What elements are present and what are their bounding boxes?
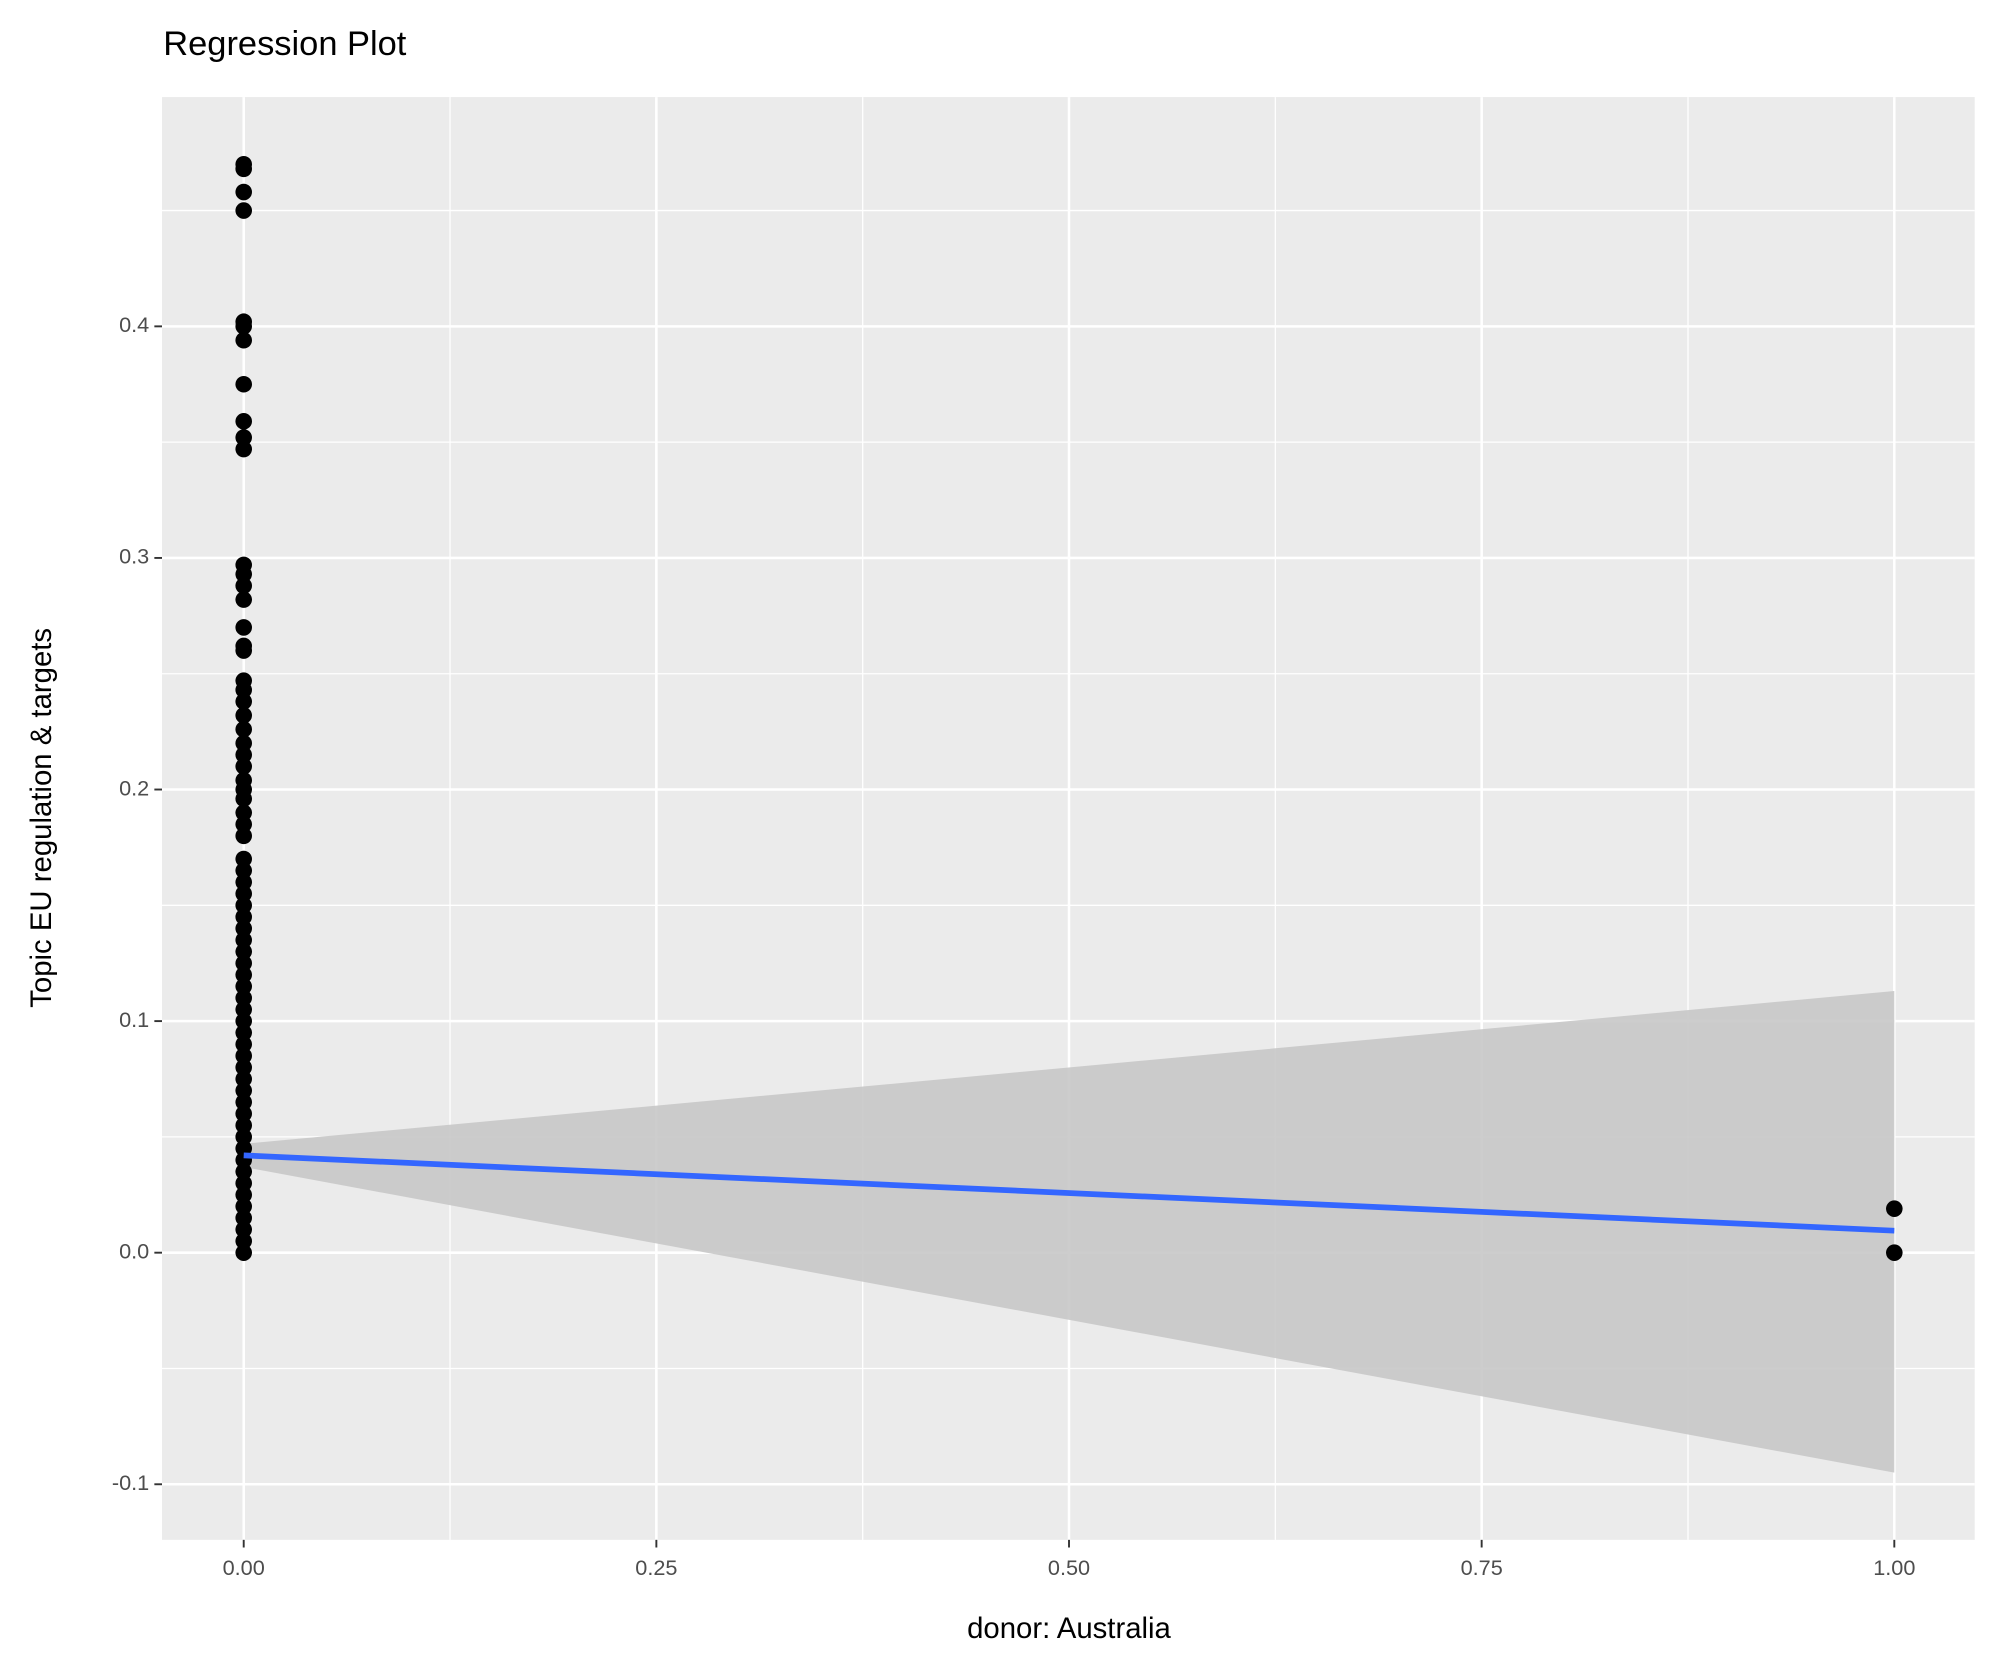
y-tick-label: 0.2	[119, 775, 149, 800]
chart-title: Regression Plot	[163, 25, 407, 63]
confidence-band	[243, 990, 1895, 1473]
regression-line	[243, 1152, 1895, 1234]
point	[235, 790, 253, 808]
point	[235, 375, 253, 393]
point	[235, 331, 253, 349]
y-tick-label: 0.1	[119, 1007, 149, 1032]
point	[235, 978, 253, 995]
point	[1886, 1244, 1903, 1261]
point	[235, 591, 253, 608]
point	[235, 1140, 253, 1157]
y-tick-label: 0.0	[119, 1238, 149, 1263]
point	[235, 202, 253, 219]
point	[235, 827, 253, 845]
y-tick-label: -0.1	[112, 1470, 149, 1495]
point	[235, 1024, 253, 1041]
point	[235, 1035, 253, 1053]
y-axis-label: Topic EU regulation & targets	[25, 628, 58, 1008]
x-tick-label: 1.00	[1873, 1555, 1915, 1580]
point	[235, 850, 253, 868]
point	[235, 1163, 253, 1180]
point	[235, 693, 253, 710]
x-axis-label: donor: Australia	[967, 1612, 1171, 1645]
point	[235, 1001, 253, 1018]
point	[235, 440, 253, 458]
point	[235, 1209, 253, 1227]
point	[235, 815, 253, 833]
point	[235, 954, 253, 972]
point	[235, 746, 253, 764]
point	[235, 885, 253, 903]
point	[235, 565, 253, 583]
point	[235, 1070, 253, 1088]
point	[235, 920, 253, 937]
marks	[235, 155, 1903, 1473]
point	[235, 160, 253, 178]
point	[235, 1244, 253, 1261]
x-tick-label: 0.25	[635, 1555, 677, 1580]
y-tick-label: 0.3	[119, 544, 149, 569]
point	[235, 183, 253, 201]
point	[235, 931, 253, 949]
point	[235, 1117, 253, 1134]
point	[235, 1105, 253, 1123]
point	[235, 721, 253, 738]
point	[235, 1012, 253, 1030]
point	[235, 1093, 253, 1111]
x-tick-label: 0.50	[1048, 1555, 1090, 1580]
point	[235, 681, 253, 699]
point	[235, 943, 253, 960]
point	[235, 989, 253, 1007]
point	[235, 804, 253, 821]
point	[235, 1174, 253, 1192]
point	[235, 897, 253, 914]
point	[235, 1221, 253, 1238]
y-tick-label: 0.4	[119, 312, 149, 337]
point	[235, 1232, 253, 1250]
point	[235, 1059, 253, 1076]
x-tick-label: 0.75	[1461, 1555, 1503, 1580]
point	[235, 734, 253, 752]
point	[235, 1082, 253, 1099]
point	[235, 619, 253, 636]
point	[235, 707, 253, 724]
point	[1886, 1200, 1903, 1217]
x-tick-label: 0.00	[223, 1555, 265, 1580]
point	[235, 873, 253, 891]
point	[235, 908, 253, 926]
point	[235, 642, 253, 659]
point	[235, 413, 253, 430]
point	[235, 862, 253, 879]
point	[235, 1128, 253, 1146]
point	[235, 1186, 253, 1204]
point	[235, 1198, 253, 1215]
point	[235, 758, 253, 775]
point	[235, 966, 253, 984]
point	[235, 429, 253, 446]
point	[235, 1047, 253, 1065]
point	[235, 318, 253, 335]
point	[235, 577, 253, 595]
